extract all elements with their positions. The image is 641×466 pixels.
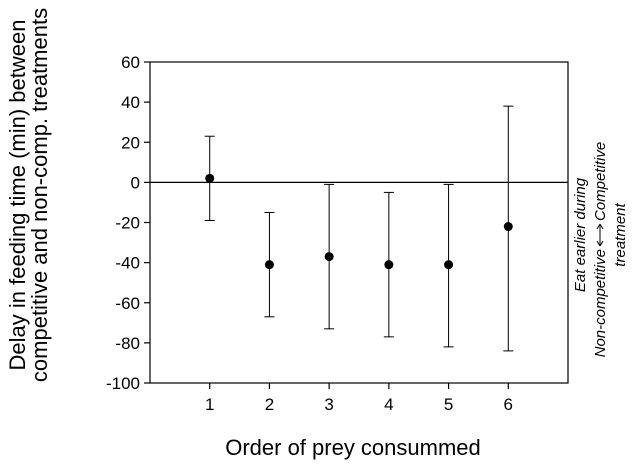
x-tick-label: 2: [265, 395, 274, 414]
y-axis: -100 -80 -60 -40 -20 0 20 40 60: [106, 53, 150, 393]
data-point: [503, 222, 513, 232]
data-series: [204, 105, 514, 352]
annotation-arrow-right-head: [596, 223, 604, 230]
x-tick-label: 4: [384, 395, 393, 414]
data-point: [384, 260, 394, 270]
y-tick-label: -20: [115, 214, 140, 233]
direction-annotation: Eat earlier during Non-competitive Compe…: [572, 142, 629, 358]
y-tick-label: 40: [121, 93, 140, 112]
annotation-line3: treatment: [612, 202, 629, 266]
x-tick-label: 6: [504, 395, 513, 414]
annotation-non-competitive: Non-competitive: [592, 249, 609, 357]
x-axis-title: Order of prey consummed: [225, 435, 481, 460]
data-point: [205, 173, 215, 183]
y-tick-label: 20: [121, 133, 140, 152]
annotation-line1: Eat earlier during: [572, 177, 589, 292]
x-tick-label: 1: [205, 395, 214, 414]
y-axis-title: Delay in feeding time (min) between comp…: [5, 8, 52, 382]
data-point: [444, 260, 454, 270]
x-tick-label: 3: [324, 395, 333, 414]
annotation-competitive: Competitive: [592, 142, 609, 221]
y-tick-label: 60: [121, 53, 140, 72]
y-tick-label: -60: [115, 294, 140, 313]
data-point: [264, 260, 274, 270]
x-tick-label: 5: [444, 395, 453, 414]
y-axis-title-line1: Delay in feeding time (min) between: [5, 20, 30, 371]
x-axis: 1 2 3 4 5 6: [205, 383, 513, 414]
y-axis-title-line2: competitive and non-comp. treatments: [27, 8, 52, 382]
data-point: [324, 252, 334, 262]
y-tick-label: -100: [106, 374, 140, 393]
y-tick-label: -40: [115, 254, 140, 273]
y-tick-label: -80: [115, 334, 140, 353]
y-tick-label: 0: [131, 173, 140, 192]
annotation-arrow-left-head: [596, 240, 604, 247]
plot-area-frame: [149, 61, 569, 384]
